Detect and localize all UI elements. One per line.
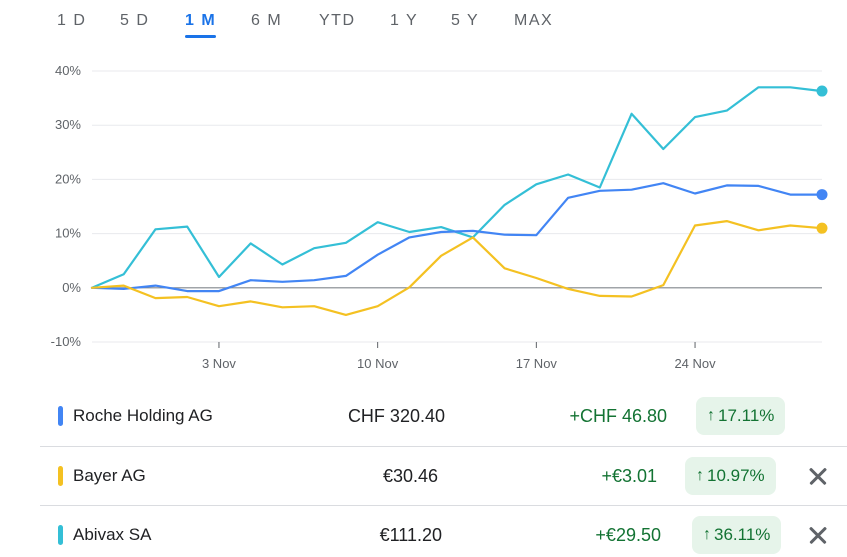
stock-name: Abivax SA (73, 525, 152, 544)
stock-name: Bayer AG (73, 466, 146, 485)
price-change: +CHF 46.80 (569, 406, 667, 426)
series-line-abivax-sa (90, 86, 824, 289)
y-tick-label: 30% (55, 117, 81, 132)
tab-1y-label: 1 Y (390, 12, 419, 29)
y-tick-label: 40% (55, 63, 81, 78)
stock-price: €111.20 (379, 525, 442, 545)
series-end-point-roche-holding-ag (816, 189, 828, 201)
series-color-swatch (58, 406, 63, 426)
stock-price: €30.46 (382, 466, 438, 486)
arrow-up-icon: ↑ (703, 526, 711, 543)
x-tick-label: 17 Nov (516, 356, 558, 371)
remove-comparison-button[interactable] (804, 462, 832, 490)
x-tick-label: 10 Nov (357, 356, 399, 371)
active-tab-indicator (185, 35, 217, 38)
series-color-swatch (58, 525, 63, 545)
chart-series (90, 85, 828, 316)
percent-change-badge: ↑ 10.97% (685, 457, 776, 495)
tab-1m[interactable]: 1 M (185, 12, 217, 38)
tab-5d[interactable]: 5 D (120, 12, 149, 30)
tab-6m[interactable]: 6 M (251, 12, 282, 30)
tab-1y[interactable]: 1 Y (390, 12, 418, 30)
tab-5d-label: 5 D (120, 12, 150, 29)
tab-max[interactable]: MAX (514, 12, 553, 30)
tab-1d[interactable]: 1 D (57, 12, 86, 30)
tab-1d-label: 1 D (57, 12, 87, 29)
y-tick-label: 20% (55, 171, 81, 186)
arrow-up-icon: ↑ (707, 407, 715, 424)
series-end-point-abivax-sa (816, 85, 828, 97)
tab-5y[interactable]: 5 Y (451, 12, 479, 30)
percent-change-value: 10.97% (707, 466, 765, 485)
series-end-point-bayer-ag (816, 222, 828, 234)
stock-name: Roche Holding AG (73, 406, 213, 425)
series-color-swatch (58, 466, 63, 486)
percent-change-badge: ↑ 36.11% (692, 516, 782, 554)
tab-6m-label: 6 M (251, 12, 283, 29)
quote-row-abivax[interactable]: Abivax SA €111.20 +€29.50 ↑ 36.11% (40, 505, 847, 557)
arrow-up-icon: ↑ (696, 467, 704, 484)
stock-price: CHF 320.40 (347, 406, 445, 426)
series-line-bayer-ag (90, 220, 824, 316)
quote-row-roche[interactable]: Roche Holding AG CHF 320.40 +CHF 46.80 ↑… (40, 387, 847, 445)
y-tick-label: -10% (51, 334, 82, 349)
comparison-line-chart[interactable]: 40% 30% 20% 10% 0% -10% 3 Nov 10 Nov 17 Nov 24 N… (0, 44, 847, 390)
series-line-roche-holding-ag (90, 182, 824, 293)
tab-ytd[interactable]: YTD (319, 12, 356, 30)
percent-change-value: 17.11% (718, 406, 775, 425)
tab-max-label: MAX (514, 12, 554, 29)
x-axis-tick-labels: 3 Nov 10 Nov 17 Nov 24 Nov (202, 342, 716, 371)
y-axis-tick-labels: 40% 30% 20% 10% 0% -10% (51, 63, 82, 349)
price-change: +€3.01 (601, 466, 657, 486)
x-tick-label: 3 Nov (202, 356, 236, 371)
y-tick-label: 10% (55, 226, 81, 241)
tab-ytd-label: YTD (319, 12, 356, 29)
price-change: +€29.50 (595, 525, 661, 545)
percent-change-value: 36.11% (714, 525, 771, 544)
quote-row-bayer[interactable]: Bayer AG €30.46 +€3.01 ↑ 10.97% (40, 446, 847, 504)
x-tick-label: 24 Nov (674, 356, 716, 371)
tab-1m-label: 1 M (185, 12, 217, 29)
tab-5y-label: 5 Y (451, 12, 480, 29)
percent-change-badge: ↑ 17.11% (696, 397, 786, 435)
time-range-tabs: 1 D 5 D 1 M 6 M YTD 1 Y 5 Y MAX (0, 0, 847, 44)
chart-grid (92, 70, 822, 343)
remove-comparison-button[interactable] (804, 521, 832, 549)
y-tick-label: 0% (62, 280, 81, 295)
